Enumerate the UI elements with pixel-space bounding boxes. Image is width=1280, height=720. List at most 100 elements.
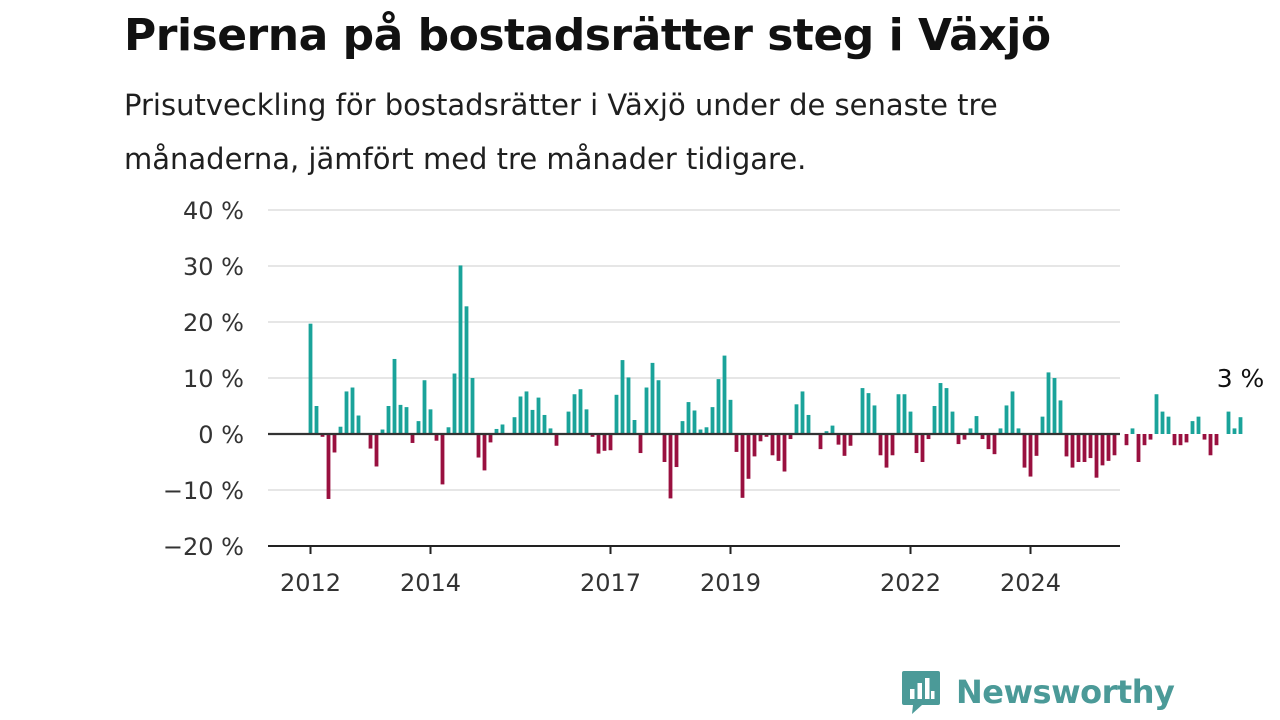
bar <box>776 434 781 461</box>
y-tick-label: 20 % <box>183 309 244 337</box>
bar <box>620 360 625 434</box>
bar <box>332 434 337 453</box>
bar <box>356 415 361 434</box>
bar <box>644 387 649 434</box>
bar <box>734 434 739 452</box>
bar <box>464 306 469 434</box>
bar <box>722 355 727 434</box>
bar <box>326 434 331 499</box>
bars <box>308 265 1243 499</box>
brand-name: Newsworthy <box>956 673 1175 711</box>
gridlines <box>268 209 1120 491</box>
bar <box>782 434 787 472</box>
y-tick-label: −10 % <box>163 477 244 505</box>
bar <box>866 393 871 434</box>
bar <box>1202 434 1207 440</box>
bar <box>368 434 373 449</box>
y-tick-label: 10 % <box>183 365 244 393</box>
bar <box>662 434 667 462</box>
bar <box>1136 434 1141 462</box>
bar <box>1100 434 1105 466</box>
bar <box>674 434 679 468</box>
x-tick-label: 2012 <box>280 569 341 597</box>
bar <box>1022 434 1027 468</box>
bar <box>698 429 703 434</box>
bar <box>920 434 925 462</box>
bar <box>878 434 883 456</box>
bar <box>788 434 793 440</box>
bar <box>932 406 937 434</box>
bar <box>824 431 829 434</box>
y-tick-label: −20 % <box>163 533 244 561</box>
bar <box>458 265 463 434</box>
bar <box>524 391 529 434</box>
bar <box>668 434 673 499</box>
bar <box>740 434 745 498</box>
bar <box>602 434 607 451</box>
bar <box>770 434 775 456</box>
bar <box>344 391 349 434</box>
bar <box>926 434 931 440</box>
bar <box>806 414 811 434</box>
bar <box>764 434 769 437</box>
bar <box>728 399 733 434</box>
bar <box>572 394 577 434</box>
y-tick-label: 30 % <box>183 253 244 281</box>
bar <box>1130 428 1135 434</box>
bar <box>404 407 409 434</box>
bar <box>944 388 949 434</box>
bar <box>1238 417 1243 434</box>
bar <box>1040 416 1045 434</box>
bar <box>908 411 913 434</box>
bar <box>1112 434 1117 456</box>
x-tick-label: 2019 <box>700 569 761 597</box>
bar <box>638 434 643 454</box>
bar <box>830 425 835 434</box>
bar <box>584 409 589 434</box>
bar <box>1028 434 1033 477</box>
bar <box>500 424 505 434</box>
bar <box>1070 434 1075 468</box>
bar <box>1046 372 1051 434</box>
bar <box>842 434 847 456</box>
brand-logo: Newsworthy <box>900 670 1175 714</box>
newsworthy-logo-icon <box>902 671 940 714</box>
bar <box>392 358 397 434</box>
bar <box>566 411 571 434</box>
bar <box>656 380 661 434</box>
bar <box>608 434 613 451</box>
bar-chart: 40 % 30 % 20 % 10 % 0 % −10 % −20 % 2012 2014 201… <box>163 197 1264 597</box>
bar <box>752 434 757 457</box>
bar <box>680 421 685 434</box>
chart-subtitle: Prisutveckling för bostadsrätter i Växjö… <box>124 88 998 176</box>
bar <box>914 434 919 454</box>
bar <box>986 434 991 450</box>
bar <box>440 434 445 485</box>
bar <box>1094 434 1099 478</box>
bar <box>848 434 853 446</box>
y-tick-label: 40 % <box>183 197 244 225</box>
bar <box>410 434 415 443</box>
bar <box>488 434 493 443</box>
bar <box>758 434 763 442</box>
bar <box>1184 434 1189 443</box>
bar <box>950 411 955 434</box>
bar <box>314 406 319 434</box>
bar <box>548 428 553 434</box>
bar <box>338 426 343 434</box>
bar <box>1232 428 1237 434</box>
bar <box>992 434 997 455</box>
bar <box>1148 434 1153 440</box>
bar <box>542 414 547 434</box>
bar <box>590 434 595 437</box>
bar <box>1166 416 1171 434</box>
bar <box>650 362 655 434</box>
bar <box>434 434 439 441</box>
bar <box>998 428 1003 434</box>
bar <box>836 434 841 445</box>
bar <box>716 379 721 434</box>
bar <box>596 434 601 454</box>
bar <box>470 378 475 434</box>
bar <box>1088 434 1093 459</box>
bar <box>1178 434 1183 446</box>
